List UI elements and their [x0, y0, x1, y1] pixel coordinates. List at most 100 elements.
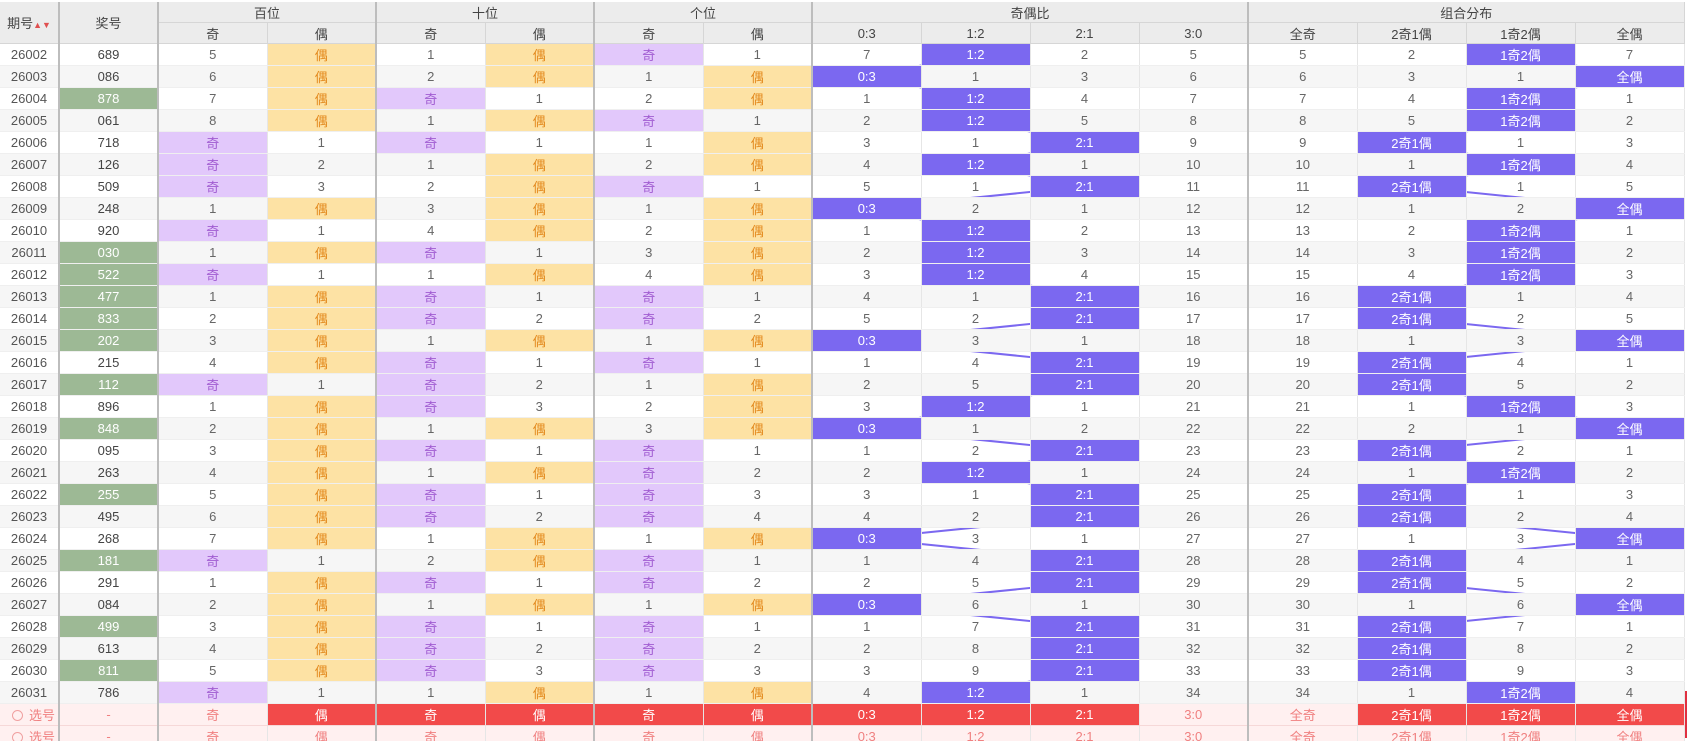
combo-cell-1: 2奇1偶 — [1357, 373, 1467, 396]
select-option-cell[interactable]: 1奇2偶 — [1466, 725, 1576, 741]
combo-cell-1: 2奇1偶 — [1357, 307, 1467, 330]
tens-even-cell: 1 — [485, 87, 595, 110]
select-option-cell[interactable]: 2:1 — [1030, 725, 1140, 741]
issue-cell: 26003 — [0, 65, 60, 88]
ratio-cell-1: 3 — [921, 329, 1031, 352]
hundreds-even-cell: 1 — [267, 131, 377, 154]
issue-cell: 26005 — [0, 109, 60, 132]
select-option-cell[interactable]: 0:3 — [812, 703, 922, 726]
ratio-cell-3: 28 — [1139, 549, 1249, 572]
select-option-cell[interactable]: 奇 — [594, 703, 704, 726]
ratio-cell-1: 1:2 — [921, 681, 1031, 704]
hundreds-odd-cell: 4 — [158, 461, 268, 484]
select-option-cell[interactable]: 偶 — [267, 703, 377, 726]
select-row-label[interactable]: 选号 — [0, 703, 60, 726]
units-odd-cell: 奇 — [594, 307, 704, 330]
units-odd-cell: 奇 — [594, 461, 704, 484]
ratio-cell-0: 4 — [812, 505, 922, 528]
select-option-cell[interactable]: 奇 — [376, 703, 486, 726]
select-option-cell[interactable]: 0:3 — [812, 725, 922, 741]
select-option-cell[interactable]: 1奇2偶 — [1466, 703, 1576, 726]
radio-icon[interactable] — [12, 710, 23, 721]
ratio-cell-0: 0:3 — [812, 65, 922, 88]
select-option-cell[interactable]: 全偶 — [1575, 703, 1685, 726]
ratio-cell-3: 19 — [1139, 351, 1249, 374]
combo-cell-3: 4 — [1575, 505, 1685, 528]
units-even-cell: 偶 — [703, 593, 813, 616]
select-option-cell[interactable]: 3:0 — [1139, 725, 1249, 741]
tens-even-cell: 偶 — [485, 197, 595, 220]
select-row-label[interactable]: 选号 — [0, 725, 60, 741]
select-option-cell[interactable]: 奇 — [158, 703, 268, 726]
draw-number-cell: 263 — [59, 461, 159, 484]
table-row: 26013 477 1 偶奇 1 奇 1 4 1 2:1 16 16 2奇1偶 1 4 — [0, 285, 1685, 308]
table-row: 26016 215 4 偶奇 1 奇 1 1 4 2:1 19 19 2奇1偶 4 1 — [0, 351, 1685, 374]
combo-cell-3: 3 — [1575, 263, 1685, 286]
select-option-cell[interactable]: 1:2 — [921, 725, 1031, 741]
ratio-cell-0: 1 — [812, 351, 922, 374]
units-odd-cell: 奇 — [594, 505, 704, 528]
combo-cell-3: 全偶 — [1575, 329, 1685, 352]
ratio-cell-3: 26 — [1139, 505, 1249, 528]
tens-even-cell: 3 — [485, 659, 595, 682]
tens-even-cell: 偶 — [485, 219, 595, 242]
radio-icon[interactable] — [12, 732, 23, 741]
sort-arrow-icon[interactable]: ▲▼ — [33, 20, 51, 30]
select-option-cell[interactable]: 奇 — [594, 725, 704, 741]
hundreds-even-cell: 偶 — [267, 43, 377, 66]
draw-number-cell: 718 — [59, 131, 159, 154]
combo-cell-2: 1 — [1466, 65, 1576, 88]
ratio-cell-1: 7 — [921, 615, 1031, 638]
hundreds-odd-cell: 3 — [158, 329, 268, 352]
ratio-cell-2: 2:1 — [1030, 307, 1140, 330]
draw-number-cell: 255 — [59, 483, 159, 506]
tens-even-cell: 偶 — [485, 263, 595, 286]
combo-cell-1: 2奇1偶 — [1357, 483, 1467, 506]
table-row: 26031 786 奇 1 1 偶 1 偶 4 1:2 1 34 34 1 1奇2偶 4 — [0, 681, 1685, 704]
ratio-cell-1: 2 — [921, 197, 1031, 220]
select-option-cell[interactable]: 2奇1偶 — [1357, 725, 1467, 741]
units-odd-cell: 奇 — [594, 549, 704, 572]
draw-number-cell: 215 — [59, 351, 159, 374]
select-option-cell[interactable]: 偶 — [267, 725, 377, 741]
select-option-cell[interactable]: 全奇 — [1248, 725, 1358, 741]
select-option-cell[interactable]: 2:1 — [1030, 703, 1140, 726]
issue-cell: 26013 — [0, 285, 60, 308]
hundreds-even-cell: 偶 — [267, 351, 377, 374]
ratio-cell-3: 18 — [1139, 329, 1249, 352]
tens-even-cell: 1 — [485, 241, 595, 264]
ratio-cell-2: 1 — [1030, 329, 1140, 352]
select-row: 选号 - 奇偶奇偶奇偶 0:3 1:2 2:1 3:0 全奇 2奇1偶 1奇2偶 全偶 — [0, 703, 1685, 726]
table-row: 26014 833 2 偶奇 2 奇 2 5 2 2:1 17 17 2奇1偶 2 5 — [0, 307, 1685, 330]
draw-number-cell: 268 — [59, 527, 159, 550]
combo-cell-2: 2 — [1466, 439, 1576, 462]
hundreds-odd-cell: 奇 — [158, 219, 268, 242]
ratio-cell-2: 2 — [1030, 43, 1140, 66]
table-row: 26026 291 1 偶奇 1 奇 2 2 5 2:1 29 29 2奇1偶 5 2 — [0, 571, 1685, 594]
draw-number-cell: 126 — [59, 153, 159, 176]
select-option-cell[interactable]: 偶 — [485, 703, 595, 726]
combo-cell-1: 2奇1偶 — [1357, 637, 1467, 660]
select-option-cell[interactable]: 2奇1偶 — [1357, 703, 1467, 726]
select-option-cell[interactable]: 1:2 — [921, 703, 1031, 726]
hundreds-odd-cell: 1 — [158, 571, 268, 594]
select-option-cell[interactable]: 奇 — [376, 725, 486, 741]
select-option-cell[interactable]: 全奇 — [1248, 703, 1358, 726]
combo-cell-2: 1奇2偶 — [1466, 241, 1576, 264]
units-group-header: 个位 — [594, 2, 813, 23]
select-option-cell[interactable]: 全偶 — [1575, 725, 1685, 741]
combo-cell-3: 3 — [1575, 483, 1685, 506]
select-option-cell[interactable]: 3:0 — [1139, 703, 1249, 726]
select-option-cell[interactable]: 偶 — [485, 725, 595, 741]
ratio-cell-1: 2 — [921, 439, 1031, 462]
hundreds-odd-cell: 1 — [158, 285, 268, 308]
issue-column-header[interactable]: 期号▲▼ — [0, 2, 60, 44]
draw-number-cell: 522 — [59, 263, 159, 286]
draw-number-cell: 499 — [59, 615, 159, 638]
units-even-cell: 2 — [703, 637, 813, 660]
select-option-cell[interactable]: 偶 — [703, 725, 813, 741]
select-option-cell[interactable]: 偶 — [703, 703, 813, 726]
ratio-cell-2: 2:1 — [1030, 285, 1140, 308]
hundreds-even-cell: 偶 — [267, 241, 377, 264]
select-option-cell[interactable]: 奇 — [158, 725, 268, 741]
